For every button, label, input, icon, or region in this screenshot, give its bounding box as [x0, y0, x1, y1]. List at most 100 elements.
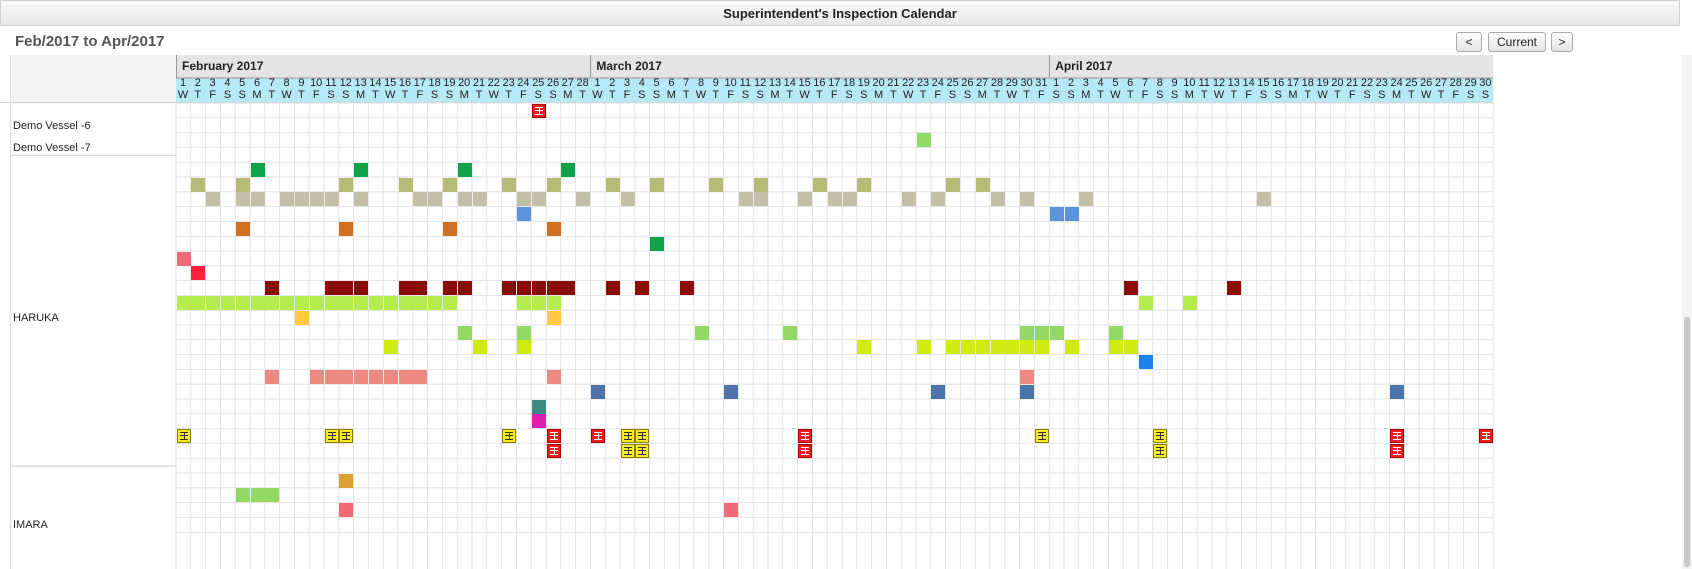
inspection-event-cell[interactable]: [976, 340, 990, 354]
inspection-event-cell[interactable]: [532, 281, 546, 295]
inspection-event-cell[interactable]: [1109, 340, 1123, 354]
inspection-event-cell[interactable]: [991, 340, 1005, 354]
inspection-event-cell[interactable]: [236, 178, 250, 192]
inspection-event-cell[interactable]: [339, 222, 353, 236]
inspection-event-cell[interactable]: [813, 178, 827, 192]
inspection-event-cell[interactable]: [191, 266, 205, 280]
inspection-event-cell[interactable]: [1139, 296, 1153, 310]
inspection-event-cell[interactable]: [265, 281, 279, 295]
inspection-event-cell[interactable]: [191, 296, 205, 310]
inspection-event-cell[interactable]: [1139, 355, 1153, 369]
inspection-event-cell[interactable]: [339, 503, 353, 517]
inspection-event-cell[interactable]: [517, 192, 531, 206]
report-icon-yellow[interactable]: [621, 444, 635, 458]
inspection-event-cell[interactable]: [709, 178, 723, 192]
inspection-event-cell[interactable]: [265, 296, 279, 310]
report-icon-yellow[interactable]: [502, 429, 516, 443]
inspection-event-cell[interactable]: [502, 281, 516, 295]
inspection-event-cell[interactable]: [1035, 326, 1049, 340]
report-icon-yellow[interactable]: [325, 429, 339, 443]
vertical-scrollbar[interactable]: [1682, 55, 1692, 569]
inspection-event-cell[interactable]: [399, 370, 413, 384]
inspection-event-cell[interactable]: [635, 281, 649, 295]
report-icon-yellow[interactable]: [177, 429, 191, 443]
inspection-event-cell[interactable]: [1390, 385, 1404, 399]
inspection-event-cell[interactable]: [783, 326, 797, 340]
report-icon-yellow[interactable]: [339, 429, 353, 443]
inspection-event-cell[interactable]: [325, 370, 339, 384]
inspection-event-cell[interactable]: [206, 192, 220, 206]
inspection-event-cell[interactable]: [251, 163, 265, 177]
inspection-event-cell[interactable]: [354, 296, 368, 310]
inspection-event-cell[interactable]: [1020, 370, 1034, 384]
inspection-event-cell[interactable]: [413, 192, 427, 206]
inspection-event-cell[interactable]: [443, 222, 457, 236]
inspection-event-cell[interactable]: [384, 340, 398, 354]
inspection-event-cell[interactable]: [325, 296, 339, 310]
inspection-event-cell[interactable]: [547, 370, 561, 384]
inspection-event-cell[interactable]: [1020, 385, 1034, 399]
inspection-event-cell[interactable]: [532, 400, 546, 414]
inspection-event-cell[interactable]: [399, 281, 413, 295]
inspection-event-cell[interactable]: [1020, 326, 1034, 340]
inspection-event-cell[interactable]: [458, 192, 472, 206]
inspection-event-cell[interactable]: [606, 178, 620, 192]
report-icon-red[interactable]: [547, 429, 561, 443]
inspection-event-cell[interactable]: [843, 192, 857, 206]
inspection-event-cell[interactable]: [724, 385, 738, 399]
inspection-event-cell[interactable]: [384, 296, 398, 310]
inspection-event-cell[interactable]: [739, 192, 753, 206]
report-icon-red[interactable]: [591, 429, 605, 443]
inspection-event-cell[interactable]: [650, 237, 664, 251]
current-period-button[interactable]: Current: [1488, 32, 1546, 52]
inspection-event-cell[interactable]: [695, 326, 709, 340]
inspection-event-cell[interactable]: [547, 178, 561, 192]
inspection-event-cell[interactable]: [1079, 192, 1093, 206]
inspection-event-cell[interactable]: [191, 178, 205, 192]
inspection-event-cell[interactable]: [591, 385, 605, 399]
inspection-event-cell[interactable]: [265, 370, 279, 384]
inspection-event-cell[interactable]: [857, 178, 871, 192]
inspection-event-cell[interactable]: [339, 296, 353, 310]
inspection-event-cell[interactable]: [517, 281, 531, 295]
inspection-event-cell[interactable]: [221, 296, 235, 310]
inspection-event-cell[interactable]: [1020, 192, 1034, 206]
inspection-event-cell[interactable]: [251, 192, 265, 206]
inspection-event-cell[interactable]: [443, 178, 457, 192]
inspection-event-cell[interactable]: [917, 133, 931, 147]
inspection-event-cell[interactable]: [265, 488, 279, 502]
inspection-event-cell[interactable]: [325, 192, 339, 206]
inspection-event-cell[interactable]: [236, 296, 250, 310]
inspection-event-cell[interactable]: [1050, 326, 1064, 340]
inspection-event-cell[interactable]: [295, 296, 309, 310]
inspection-event-cell[interactable]: [177, 296, 191, 310]
inspection-event-cell[interactable]: [325, 281, 339, 295]
inspection-event-cell[interactable]: [310, 192, 324, 206]
inspection-event-cell[interactable]: [917, 340, 931, 354]
inspection-event-cell[interactable]: [458, 326, 472, 340]
inspection-event-cell[interactable]: [991, 192, 1005, 206]
inspection-event-cell[interactable]: [517, 340, 531, 354]
inspection-event-cell[interactable]: [547, 311, 561, 325]
inspection-event-cell[interactable]: [295, 311, 309, 325]
inspection-event-cell[interactable]: [517, 207, 531, 221]
report-icon-yellow[interactable]: [1153, 444, 1167, 458]
inspection-event-cell[interactable]: [798, 192, 812, 206]
inspection-event-cell[interactable]: [399, 178, 413, 192]
inspection-event-cell[interactable]: [1257, 192, 1271, 206]
inspection-event-cell[interactable]: [1109, 326, 1123, 340]
report-icon-yellow[interactable]: [635, 444, 649, 458]
inspection-event-cell[interactable]: [310, 296, 324, 310]
inspection-event-cell[interactable]: [354, 192, 368, 206]
inspection-event-cell[interactable]: [428, 192, 442, 206]
inspection-event-cell[interactable]: [251, 488, 265, 502]
inspection-event-cell[interactable]: [547, 281, 561, 295]
report-icon-red[interactable]: [798, 444, 812, 458]
inspection-event-cell[interactable]: [458, 163, 472, 177]
inspection-event-cell[interactable]: [976, 178, 990, 192]
inspection-event-cell[interactable]: [1035, 340, 1049, 354]
inspection-event-cell[interactable]: [236, 192, 250, 206]
inspection-event-cell[interactable]: [532, 414, 546, 428]
inspection-event-cell[interactable]: [280, 296, 294, 310]
report-icon-yellow[interactable]: [1153, 429, 1167, 443]
